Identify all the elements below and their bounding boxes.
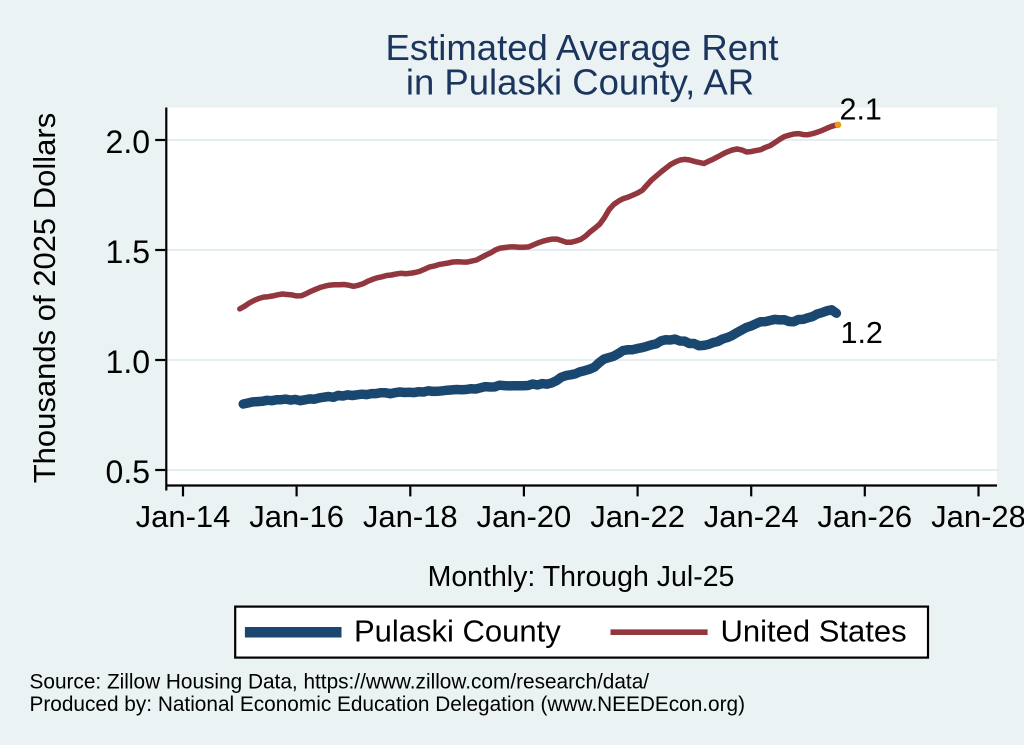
svg-text:0.5: 0.5 <box>106 454 150 490</box>
svg-text:1.5: 1.5 <box>106 234 150 270</box>
svg-text:2.1: 2.1 <box>840 92 882 126</box>
svg-text:2.0: 2.0 <box>106 124 150 160</box>
svg-text:Monthly: Through Jul-25: Monthly: Through Jul-25 <box>428 561 735 593</box>
svg-text:Jan-18: Jan-18 <box>363 499 458 534</box>
svg-text:Jan-16: Jan-16 <box>249 499 344 534</box>
svg-text:Jan-22: Jan-22 <box>590 499 685 534</box>
svg-text:Jan-20: Jan-20 <box>477 499 572 534</box>
svg-text:Jan-24: Jan-24 <box>704 499 799 534</box>
svg-text:1.0: 1.0 <box>106 344 150 380</box>
svg-text:Jan-28: Jan-28 <box>931 499 1024 534</box>
svg-text:United States: United States <box>721 614 907 649</box>
svg-text:Pulaski County: Pulaski County <box>354 614 561 649</box>
svg-text:Estimated Average Rent: Estimated Average Rent <box>386 27 779 68</box>
svg-text:Jan-26: Jan-26 <box>817 499 912 534</box>
svg-text:Source: Zillow Housing Data, h: Source: Zillow Housing Data, https://www… <box>30 670 650 693</box>
svg-text:in Pulaski County, AR: in Pulaski County, AR <box>406 62 754 103</box>
svg-text:Jan-14: Jan-14 <box>136 499 231 534</box>
svg-text:Produced by: National Economic: Produced by: National Economic Education… <box>30 693 746 716</box>
svg-text:Thousands of 2025 Dollars: Thousands of 2025 Dollars <box>27 113 62 484</box>
svg-text:1.2: 1.2 <box>841 316 883 350</box>
